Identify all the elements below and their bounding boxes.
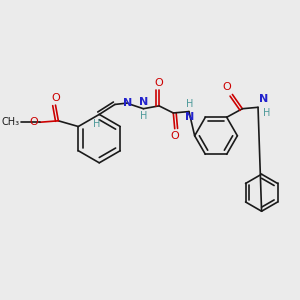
- Text: H: H: [93, 119, 101, 129]
- Text: H: H: [186, 99, 193, 109]
- Text: H: H: [140, 111, 147, 121]
- Text: N: N: [259, 94, 268, 104]
- Text: O: O: [51, 93, 60, 103]
- Text: O: O: [30, 117, 38, 127]
- Text: O: O: [170, 131, 179, 141]
- Text: CH₃: CH₃: [2, 117, 20, 127]
- Text: H: H: [262, 108, 270, 118]
- Text: N: N: [185, 112, 194, 122]
- Text: N: N: [123, 98, 132, 108]
- Text: N: N: [139, 97, 148, 107]
- Text: O: O: [155, 78, 164, 88]
- Text: O: O: [222, 82, 231, 92]
